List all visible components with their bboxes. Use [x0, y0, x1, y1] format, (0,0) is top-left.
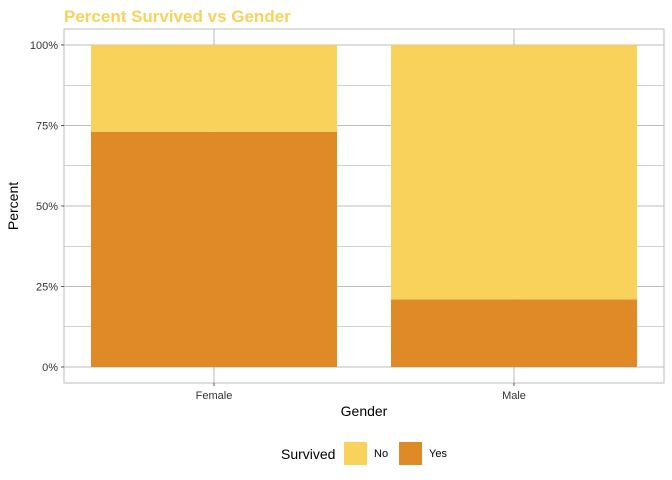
- legend-swatch-yes: [399, 442, 422, 465]
- x-axis-ticks: Female Male: [196, 383, 526, 402]
- y-tick-label: 50%: [36, 201, 58, 213]
- legend-label-yes: Yes: [429, 448, 447, 460]
- y-tick-label: 0%: [42, 362, 58, 374]
- chart-title: Percent Survived vs Gender: [64, 7, 291, 26]
- y-tick-label: 25%: [36, 282, 58, 294]
- bar-male-yes: [391, 299, 637, 367]
- bar-female-no: [91, 45, 337, 132]
- y-tick-label: 100%: [30, 40, 58, 52]
- legend-swatch-no: [344, 442, 367, 465]
- x-axis-title: Gender: [341, 403, 388, 419]
- legend-title: Survived: [281, 446, 335, 462]
- y-tick-label: 75%: [36, 121, 58, 133]
- y-axis-ticks: 0% 25% 50% 75% 100%: [30, 40, 64, 374]
- bars: [91, 45, 637, 367]
- x-tick-label: Female: [196, 390, 233, 402]
- bar-male-no: [391, 45, 637, 300]
- legend: Survived No Yes: [281, 442, 447, 465]
- legend-label-no: No: [374, 448, 388, 460]
- bar-female-yes: [91, 131, 337, 367]
- x-tick-label: Male: [502, 390, 526, 402]
- y-axis-title: Percent: [5, 182, 21, 230]
